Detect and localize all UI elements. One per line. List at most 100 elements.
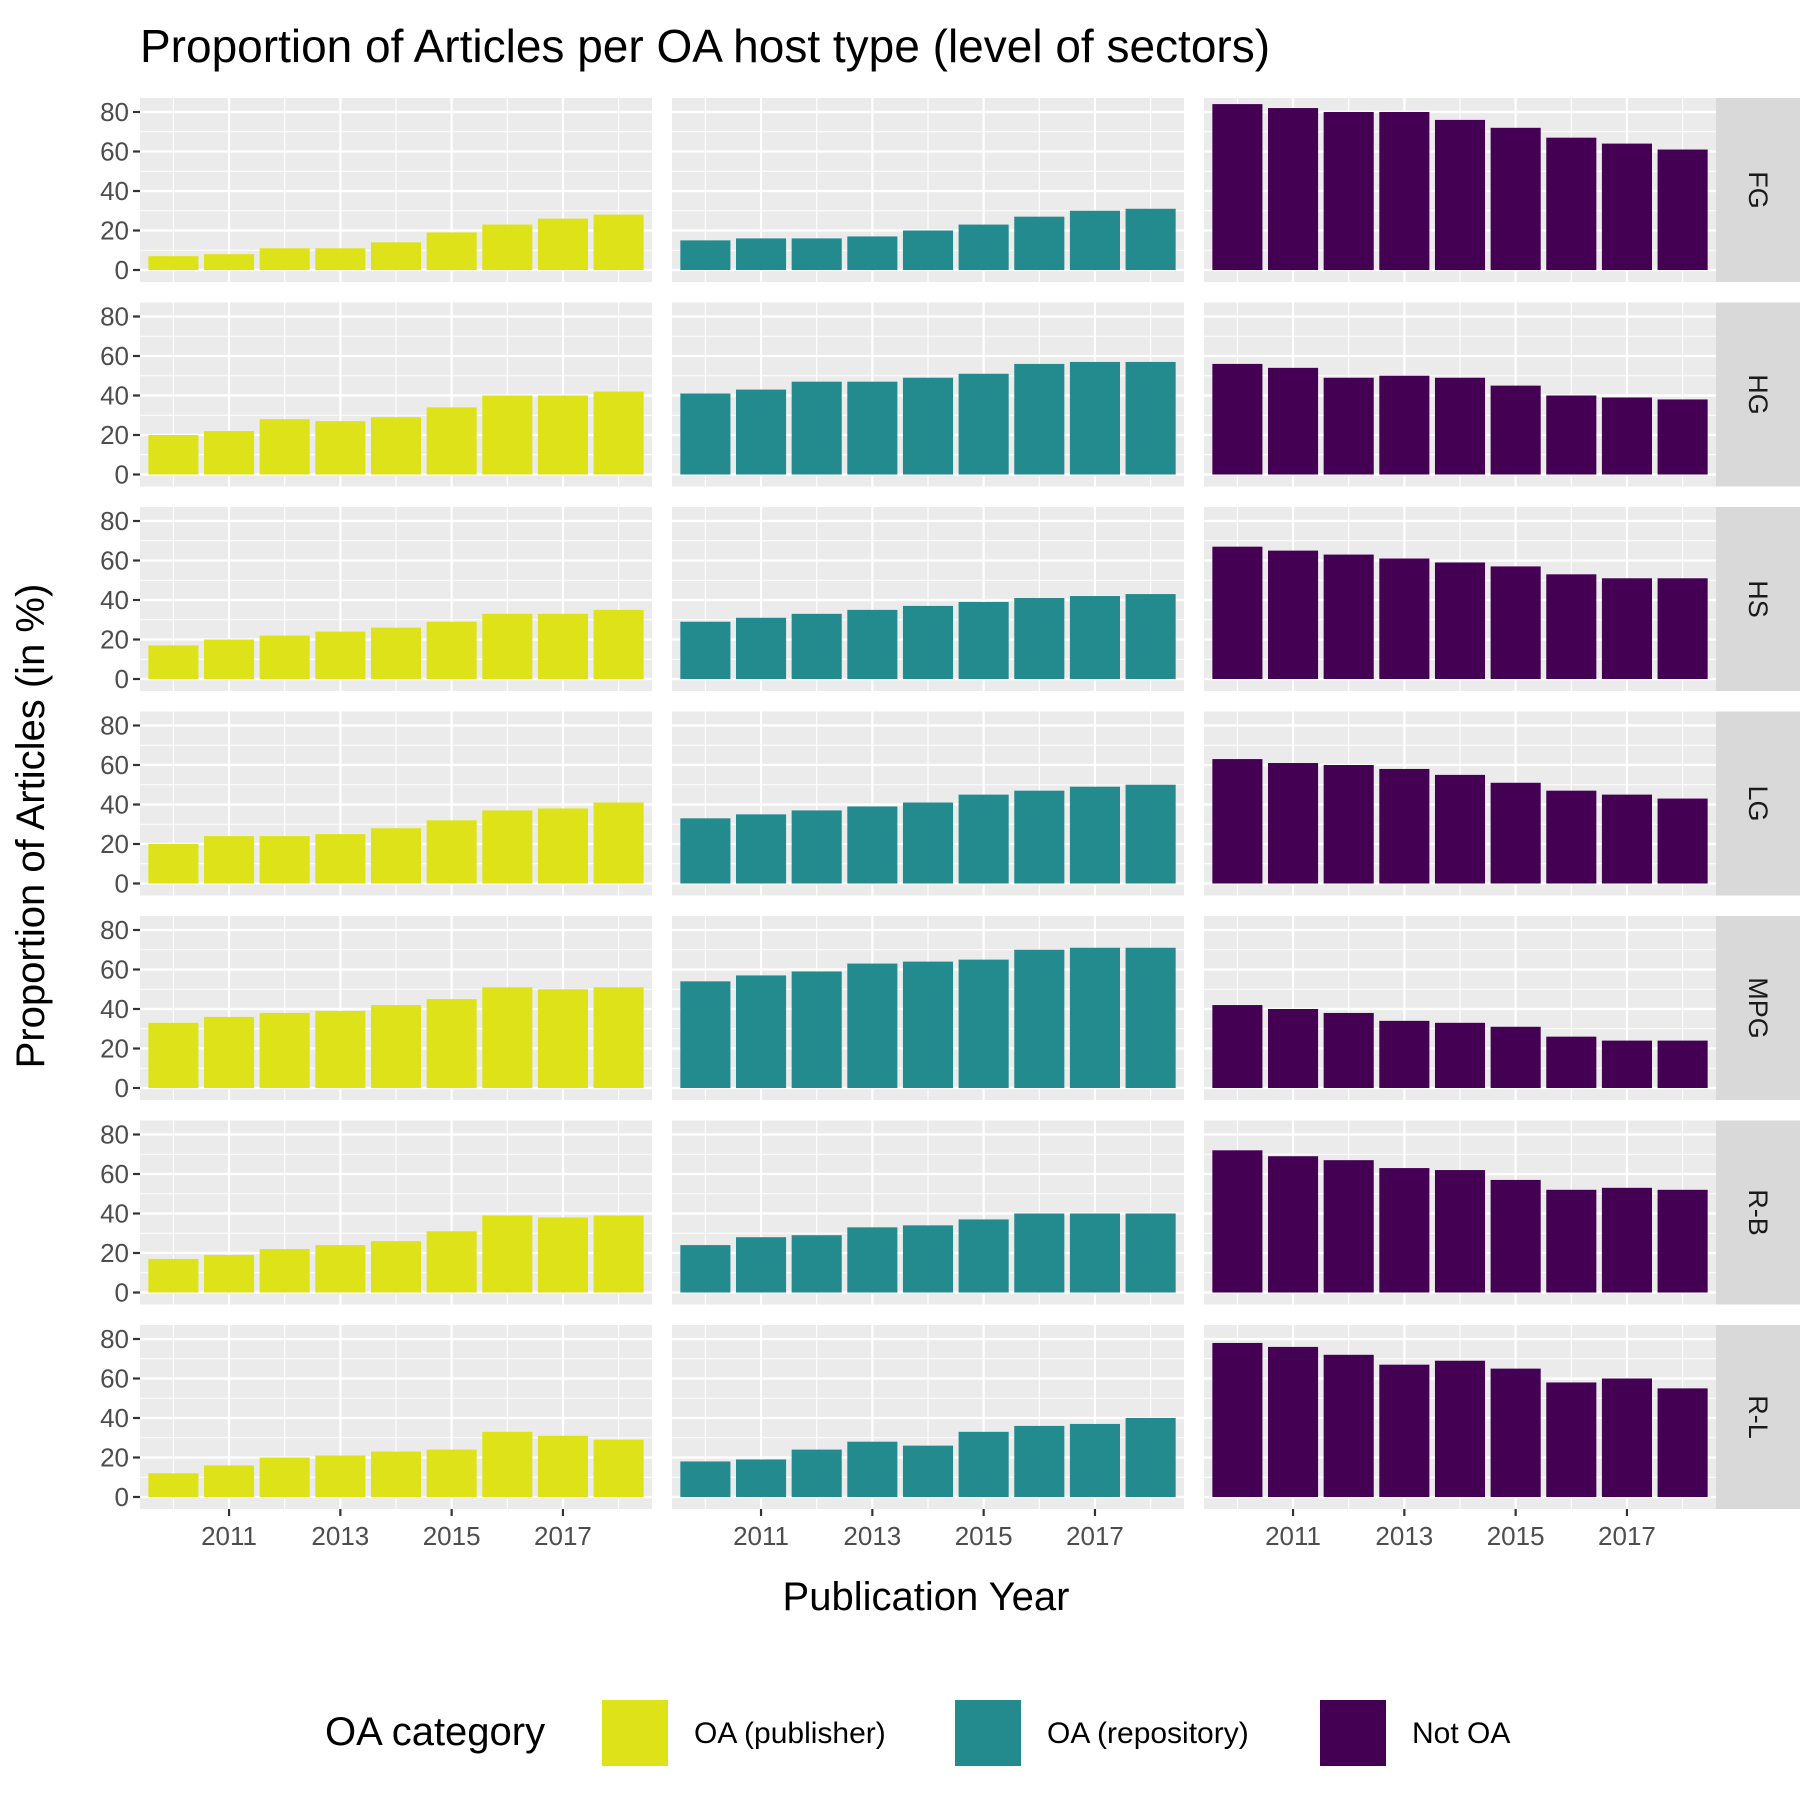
x-tick-label: 2013 [1375, 1521, 1433, 1551]
bar-r-b-not-oa-2015 [1490, 1179, 1541, 1293]
bar-lg-not-oa-2018 [1657, 798, 1708, 884]
bar-hs-oa-publisher-2014 [370, 627, 422, 679]
facet-strip-hg: HG [1716, 302, 1800, 487]
bar-fg-not-oa-2016 [1546, 137, 1597, 270]
legend-key [602, 1700, 668, 1766]
bar-fg-not-oa-2014 [1434, 119, 1486, 271]
bar-r-l-oa-repository-2016 [1014, 1425, 1065, 1497]
bar-hs-oa-repository-2013 [847, 609, 898, 679]
facet-strip-background [1716, 916, 1800, 1100]
bar-r-b-oa-repository-2017 [1069, 1213, 1120, 1293]
bar-hs-oa-repository-2017 [1069, 596, 1120, 679]
bar-hg-not-oa-2010 [1212, 363, 1263, 475]
y-tick-label: 80 [100, 302, 129, 332]
facet-strip-label: R-B [1743, 1189, 1773, 1236]
bar-mpg-not-oa-2011 [1268, 1009, 1319, 1088]
y-tick-label: 20 [100, 1034, 129, 1064]
bar-r-l-oa-repository-2012 [791, 1449, 842, 1497]
bar-r-l-oa-repository-2014 [902, 1445, 954, 1497]
bar-r-b-oa-repository-2010 [680, 1245, 731, 1293]
y-tick-label: 40 [100, 381, 129, 411]
bar-r-l-not-oa-2017 [1601, 1378, 1652, 1497]
y-tick-label: 0 [115, 255, 129, 285]
legend-item-oa-repository: OA (repository) [955, 1700, 1249, 1766]
bar-r-b-not-oa-2010 [1212, 1150, 1263, 1293]
x-tick-label: 2017 [1066, 1521, 1124, 1551]
bar-mpg-oa-publisher-2017 [537, 989, 588, 1088]
bar-lg-oa-repository-2016 [1014, 790, 1065, 884]
x-tick-label: 2015 [423, 1521, 481, 1551]
bar-mpg-oa-repository-2017 [1069, 947, 1120, 1088]
bar-hg-not-oa-2014 [1434, 377, 1486, 475]
y-tick-label: 80 [100, 915, 129, 945]
bar-hs-oa-repository-2010 [680, 621, 731, 679]
panel-hs-oa-publisher: 0 20 40 60 80 [100, 500, 652, 694]
bar-hg-oa-repository-2015 [958, 373, 1009, 475]
bar-fg-not-oa-2011 [1268, 108, 1319, 270]
bar-hs-oa-repository-2015 [958, 601, 1009, 679]
y-tick-label: 0 [115, 1073, 129, 1103]
bar-hg-oa-publisher-2016 [482, 395, 533, 475]
y-tick-label: 80 [100, 1120, 129, 1150]
bar-mpg-not-oa-2016 [1546, 1036, 1597, 1088]
bar-lg-not-oa-2016 [1546, 790, 1597, 884]
bar-hs-oa-repository-2018 [1125, 594, 1176, 679]
facet-panels: 0 20 40 60 80 FG 0 20 40 60 80 HG 0 20 40 60 80 HS 0 20 40 60… [100, 91, 1800, 1551]
bar-hs-not-oa-2014 [1434, 562, 1486, 679]
y-tick-label: 0 [115, 1482, 129, 1512]
bar-fg-not-oa-2018 [1657, 149, 1708, 270]
panel-hg-oa-publisher: 0 20 40 60 80 [100, 296, 652, 490]
bar-lg-oa-repository-2013 [847, 806, 898, 884]
bar-r-b-oa-publisher-2013 [315, 1245, 366, 1293]
bar-hs-oa-publisher-2010 [148, 645, 199, 679]
facet-strip-r-l: R-L [1716, 1325, 1800, 1509]
bar-fg-oa-repository-2017 [1069, 210, 1120, 270]
bar-lg-oa-publisher-2016 [482, 810, 533, 884]
y-tick-label: 60 [100, 1159, 129, 1189]
bar-hs-not-oa-2016 [1546, 574, 1597, 679]
bar-hg-not-oa-2012 [1323, 377, 1374, 475]
bar-r-b-oa-publisher-2011 [204, 1254, 255, 1293]
bar-lg-not-oa-2017 [1601, 794, 1652, 884]
bar-r-l-oa-repository-2017 [1069, 1423, 1120, 1497]
bar-fg-oa-publisher-2013 [315, 248, 366, 270]
y-tick-label: 40 [100, 1403, 129, 1433]
bar-r-l-oa-publisher-2012 [259, 1457, 310, 1497]
y-tick-label: 40 [100, 585, 129, 615]
legend-item-oa-publisher: OA (publisher) [602, 1700, 886, 1766]
panel-r-b-oa-publisher: 0 20 40 60 80 [100, 1114, 652, 1308]
facet-strip-background [1716, 507, 1800, 691]
panel-mpg-not-oa [1204, 909, 1716, 1100]
bar-lg-oa-publisher-2018 [593, 802, 644, 884]
bar-fg-oa-publisher-2016 [482, 224, 533, 270]
bar-hg-oa-repository-2010 [680, 393, 731, 475]
bar-mpg-oa-repository-2016 [1014, 949, 1065, 1088]
bar-mpg-oa-publisher-2011 [204, 1016, 255, 1088]
bar-mpg-oa-publisher-2012 [259, 1012, 310, 1088]
bar-lg-oa-publisher-2011 [204, 836, 255, 884]
y-tick-label: 60 [100, 341, 129, 371]
bar-r-b-oa-repository-2014 [902, 1225, 954, 1293]
facet-strip-lg: LG [1716, 711, 1800, 896]
bar-hg-oa-repository-2012 [791, 381, 842, 475]
bar-hg-oa-repository-2016 [1014, 363, 1065, 475]
panel-mpg-oa-publisher: 0 20 40 60 80 [100, 909, 652, 1103]
bar-r-b-oa-publisher-2017 [537, 1217, 588, 1293]
bar-r-b-not-oa-2011 [1268, 1156, 1319, 1293]
bar-hs-oa-publisher-2012 [259, 635, 310, 679]
bar-r-l-not-oa-2013 [1379, 1364, 1430, 1497]
bar-r-l-oa-publisher-2010 [148, 1473, 199, 1497]
facet-strip-label: HG [1743, 374, 1773, 415]
bar-r-l-not-oa-2014 [1434, 1360, 1486, 1497]
bar-r-l-not-oa-2015 [1490, 1368, 1541, 1497]
panel-hg-oa-repository [672, 296, 1184, 487]
legend: OA category OA (publisher) OA (repository… [325, 1700, 1510, 1766]
y-axis-title: Proportion of Articles (in %) [9, 584, 53, 1069]
facet-strip-hs: HS [1716, 507, 1800, 691]
bar-lg-oa-publisher-2014 [370, 828, 422, 884]
bar-lg-oa-publisher-2015 [426, 820, 477, 884]
bar-fg-not-oa-2015 [1490, 127, 1541, 270]
bar-hg-oa-publisher-2010 [148, 435, 199, 475]
y-tick-label: 0 [115, 664, 129, 694]
legend-title: OA category [325, 1710, 545, 1754]
